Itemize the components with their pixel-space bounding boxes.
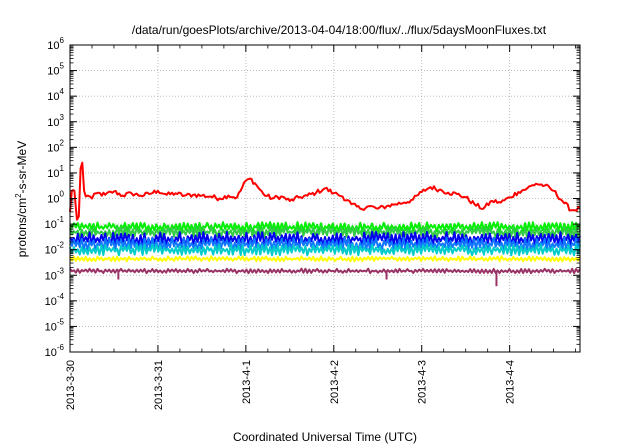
y-tick-label: 10-3 bbox=[45, 266, 65, 282]
x-tick-label: 2013-3-31 bbox=[153, 360, 165, 410]
series-line-8 bbox=[69, 267, 581, 275]
y-tick-label: 101 bbox=[47, 164, 64, 180]
y-tick-label: 102 bbox=[47, 138, 64, 154]
x-tick-label: 2013-4-2 bbox=[329, 360, 341, 404]
y-axis: 10-6 10-5 10-4 10-3 10-2 10-1 100 101 102 103 104 1… bbox=[45, 36, 580, 359]
series-line-3 bbox=[69, 225, 581, 239]
series-line-2 bbox=[69, 221, 581, 233]
y-tick-label: 105 bbox=[47, 62, 64, 78]
y-tick-label: 10-1 bbox=[45, 215, 65, 231]
x-tick-label: 2013-4-3 bbox=[417, 360, 429, 404]
y-tick-label: 10-5 bbox=[45, 317, 65, 333]
x-axis: 2013-3-30 2013-3-31 2013-4-1 2013-4-2 2013-4… bbox=[65, 45, 577, 410]
grid-lines bbox=[70, 45, 580, 352]
x-tick-label: 2013-4-1 bbox=[241, 360, 253, 404]
y-tick-label: 106 bbox=[47, 36, 64, 52]
y-tick-label: 100 bbox=[47, 190, 64, 206]
series-line-6 bbox=[69, 243, 581, 257]
x-tick-label: 2013-4-4 bbox=[505, 360, 517, 404]
y-axis-label: protons/cm2-s-sr-MeV bbox=[14, 141, 29, 257]
series-line-7 bbox=[69, 255, 581, 263]
y-tick-label: 103 bbox=[47, 113, 64, 129]
data-series bbox=[69, 161, 581, 287]
y-tick-label: 10-2 bbox=[45, 241, 65, 257]
y-tick-label: 10-6 bbox=[45, 343, 65, 359]
series-line-1 bbox=[69, 161, 581, 221]
x-tick-label: 2013-3-30 bbox=[65, 360, 77, 410]
y-tick-label: 10-4 bbox=[45, 292, 65, 308]
y-tick-label: 104 bbox=[47, 87, 64, 103]
x-axis-label: Coordinated Universal Time (UTC) bbox=[233, 430, 417, 444]
chart-title: /data/run/goesPlots/archive/2013-04-04/1… bbox=[132, 23, 547, 37]
